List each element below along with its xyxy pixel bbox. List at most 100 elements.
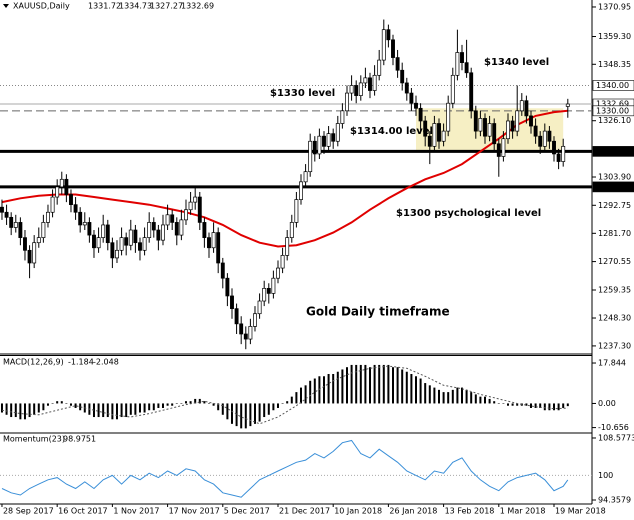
macd-bar (42, 403, 45, 411)
candle-body (92, 234, 96, 249)
candle-body (110, 242, 115, 259)
macd-bar (313, 378, 316, 404)
candle-body (473, 110, 478, 132)
macd-bar (304, 385, 307, 404)
candle-body (193, 196, 198, 203)
macd-bar (253, 403, 256, 424)
candle-body (400, 69, 405, 84)
candle-body (349, 85, 354, 94)
macd-bar (474, 394, 477, 404)
macd-bar (470, 392, 473, 404)
candle-body (161, 224, 165, 241)
macd-bar (493, 401, 496, 404)
level-label-box (592, 80, 634, 91)
macd-bar (451, 389, 454, 404)
macd-bar (295, 392, 298, 404)
macd-bar (217, 403, 220, 411)
candle-body (13, 222, 18, 228)
macd-bar (511, 403, 514, 406)
macd-bar (419, 378, 422, 404)
annotation: $1330 level (270, 88, 335, 99)
candle-body (386, 29, 391, 41)
macd-bar (0, 403, 3, 413)
candle-body (335, 123, 340, 142)
macd-signal (1, 365, 568, 425)
x-tick-label: 10 Jan 2018 (334, 507, 382, 516)
candle-body (308, 140, 313, 173)
macd-bar (479, 396, 482, 404)
candle-body (299, 181, 303, 200)
x-tick-label: 1 Mar 2018 (500, 507, 546, 516)
macd-bar (525, 403, 528, 406)
y-tick-label: 1259.35 (598, 285, 631, 294)
candle-body (276, 267, 280, 279)
candle-body (372, 74, 377, 91)
candle-body (524, 100, 529, 117)
y-tick-label: 1270.55 (598, 257, 631, 266)
macd-bar (566, 403, 569, 407)
y-tick-label: 100 (598, 471, 613, 480)
macd-bar (401, 369, 404, 404)
candle-body (156, 229, 161, 241)
macd-bar (148, 403, 151, 411)
y-tick-label: 108.5773 (598, 433, 634, 442)
candle-body (547, 130, 552, 142)
macd-bar (507, 403, 510, 406)
candle-body (345, 92, 349, 112)
candle-body (561, 145, 566, 162)
candle-body (101, 224, 106, 238)
macd-bar (74, 403, 77, 408)
candle-body (64, 178, 69, 195)
indicator-value: -1.184 (68, 358, 94, 367)
candle-body (294, 199, 299, 223)
candle-body (41, 222, 46, 238)
momentum-line (1, 439, 569, 498)
candle-body (312, 140, 317, 155)
candle-body (322, 135, 326, 147)
annotation: $1340 level (484, 57, 549, 68)
macd-bar (281, 403, 284, 404)
candle-body (0, 206, 4, 213)
x-tick-label: 26 Jan 2018 (389, 507, 437, 516)
ohlc-value: 1332.69 (181, 2, 214, 11)
macd-bar (350, 364, 353, 404)
chart-title: Gold Daily timeframe (306, 305, 450, 319)
macd-bar (276, 403, 279, 408)
candle-body (119, 237, 124, 251)
candle-body (188, 201, 193, 211)
candle-body (450, 74, 455, 104)
macd-bar (497, 403, 500, 404)
macd-bar (309, 380, 312, 404)
macd-bar (230, 403, 233, 424)
macd-bar (299, 387, 302, 404)
candle-body (115, 249, 119, 259)
y-tick-label: 1248.30 (598, 314, 631, 323)
candle-body (483, 118, 487, 137)
candle-body (147, 222, 152, 238)
candle-body (96, 237, 101, 249)
macd-bar (226, 403, 229, 420)
macd-bar (414, 376, 417, 404)
macd-bar (562, 403, 565, 408)
macd-bar (161, 403, 164, 408)
candle-body (404, 82, 409, 94)
macd-bar (543, 403, 546, 411)
macd-bar (51, 403, 54, 404)
candle-body (50, 196, 55, 213)
macd-bar (102, 403, 105, 418)
macd-bar (447, 392, 450, 404)
macd-bar (410, 373, 413, 404)
candle-body (271, 277, 276, 294)
candle-body (87, 222, 92, 236)
y-tick-label: 1370.95 (598, 2, 631, 11)
candle-body (174, 222, 179, 236)
macd-bar (56, 401, 59, 404)
y-tick-label: 17.844 (598, 359, 626, 368)
candle-body (409, 92, 414, 104)
macd-bar (336, 371, 339, 404)
candle-body (69, 194, 73, 206)
x-tick-label: 21 Dec 2017 (279, 507, 330, 516)
level-label: 1332.69 (596, 100, 629, 109)
candle-body (427, 135, 432, 147)
x-tick-label: 5 Dec 2017 (224, 507, 270, 516)
